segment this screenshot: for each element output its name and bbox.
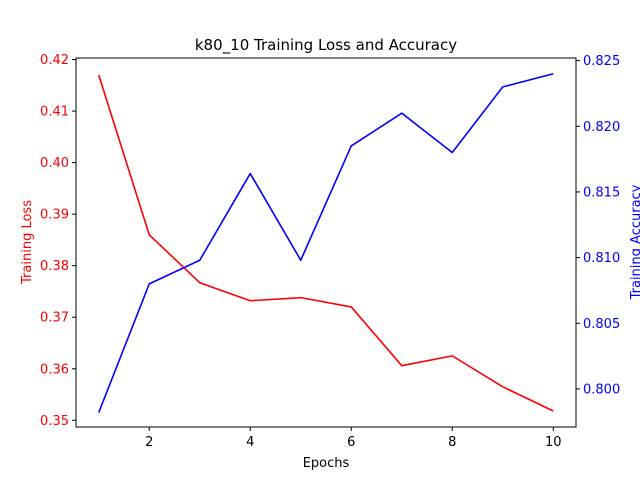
left-tick-label: 0.41 — [40, 105, 69, 120]
left-tick-label: 0.36 — [40, 362, 69, 377]
right-tick-label: 0.825 — [583, 54, 620, 69]
x-tick-label: 10 — [545, 435, 562, 450]
left-tick-label: 0.39 — [40, 208, 69, 223]
left-tick-label: 0.37 — [40, 311, 69, 326]
right-tick-label: 0.800 — [583, 382, 620, 397]
x-tick-label: 6 — [347, 435, 355, 450]
right-axis-ticks: 0.800 0.805 0.810 0.815 0.820 0.825 — [576, 54, 620, 397]
series-layer — [97, 72, 554, 413]
training-loss-line — [97, 74, 554, 412]
right-axis-label: Training Accuracy — [629, 184, 640, 300]
left-tick-label: 0.38 — [40, 259, 69, 274]
left-tick-label: 0.40 — [40, 156, 69, 171]
x-tick-label: 4 — [246, 435, 254, 450]
x-tick-label: 8 — [448, 435, 456, 450]
x-axis-ticks: 2 4 6 8 10 — [145, 427, 562, 450]
left-axis-label: Training Loss — [20, 200, 35, 285]
x-tick-label: 2 — [145, 435, 153, 450]
left-tick-label: 0.42 — [40, 53, 69, 68]
left-axis-ticks: 0.35 0.36 0.37 0.38 0.39 0.40 0.41 0.42 — [40, 53, 76, 429]
training-accuracy-line — [97, 72, 554, 413]
right-tick-label: 0.805 — [583, 317, 620, 332]
plot-frame — [75, 57, 577, 428]
right-tick-label: 0.815 — [583, 185, 620, 200]
x-axis-label: Epochs — [303, 456, 350, 471]
right-tick-label: 0.810 — [583, 251, 620, 266]
left-tick-label: 0.35 — [40, 414, 69, 429]
right-tick-label: 0.820 — [583, 120, 620, 135]
chart-title: k80_10 Training Loss and Accuracy — [195, 36, 457, 55]
